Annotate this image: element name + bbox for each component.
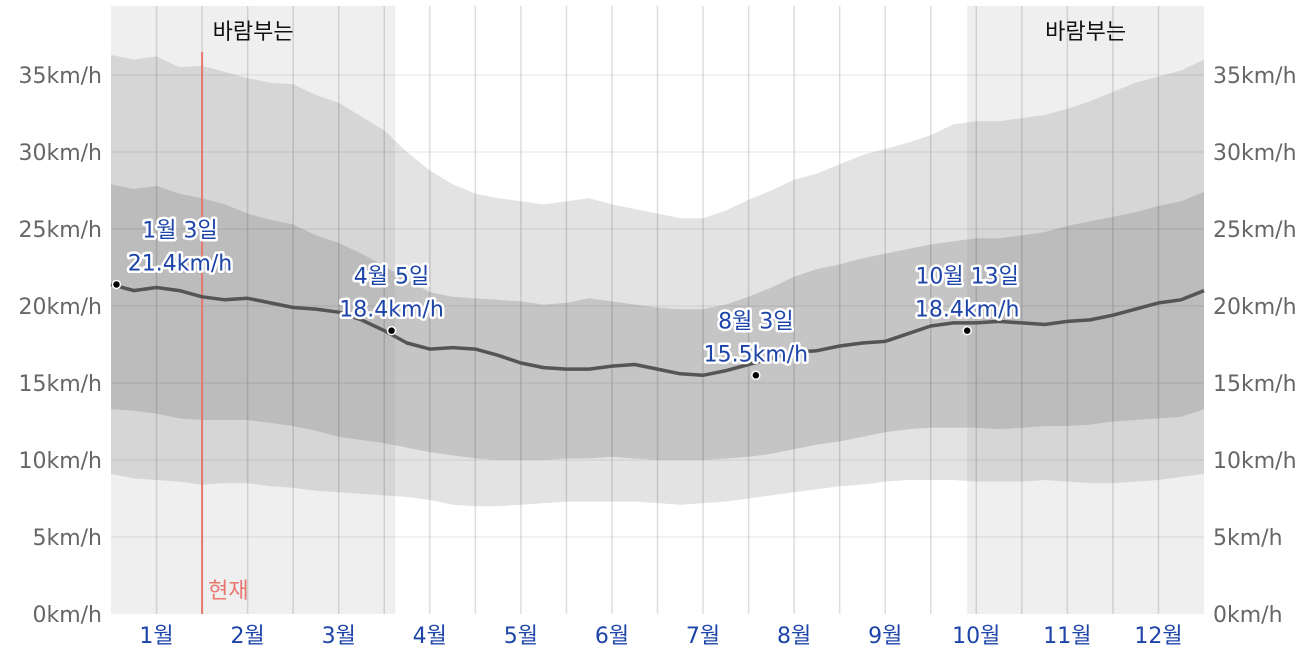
y-tick-right-1: 5km/h: [1213, 526, 1283, 551]
month-label-4: 4월: [413, 624, 447, 649]
y-tick-left-3: 15km/h: [18, 372, 102, 397]
annotation-value-1: 18.4km/h: [339, 298, 444, 323]
y-tick-right-0: 0km/h: [1213, 603, 1283, 628]
band-p10-p25: [111, 409, 1204, 507]
y-tick-right-6: 30km/h: [1213, 141, 1297, 166]
y-tick-left-6: 30km/h: [18, 141, 102, 166]
month-label-1: 1월: [139, 624, 173, 649]
month-label-12: 12월: [1134, 624, 1182, 649]
annotation-value-3: 18.4km/h: [915, 298, 1020, 323]
month-label-5: 5월: [504, 624, 538, 649]
windy-season-label-1: 바람부는: [1045, 20, 1126, 45]
y-tick-left-1: 5km/h: [32, 526, 102, 551]
annotation-dot-1: [386, 325, 397, 336]
y-tick-left-7: 35km/h: [18, 64, 102, 89]
annotation-date-1: 4월 5일: [354, 265, 429, 290]
month-label-8: 8월: [777, 624, 811, 649]
annotation-value-2: 15.5km/h: [704, 342, 809, 367]
annotation-dot-0: [111, 279, 122, 290]
month-label-9: 9월: [868, 624, 902, 649]
annotation-date-3: 10월 13일: [915, 265, 1018, 290]
month-label-7: 7월: [686, 624, 720, 649]
y-tick-left-5: 25km/h: [18, 218, 102, 243]
windy-season-band-0: [111, 6, 396, 614]
windy-season-band-1: [967, 6, 1204, 614]
y-tick-right-4: 20km/h: [1213, 295, 1297, 320]
month-label-6: 6월: [595, 624, 629, 649]
band-p75-p90: [111, 55, 1204, 310]
y-tick-left-2: 10km/h: [18, 449, 102, 474]
y-tick-right-3: 15km/h: [1213, 372, 1297, 397]
band-p25-p75: [111, 184, 1204, 461]
y-tick-right-7: 35km/h: [1213, 64, 1297, 89]
y-tick-left-0: 0km/h: [32, 603, 102, 628]
annotation-date-0: 1월 3일: [142, 218, 217, 243]
month-label-2: 2월: [231, 624, 265, 649]
annotation-dot-3: [962, 325, 972, 336]
y-tick-left-4: 20km/h: [18, 295, 102, 320]
annotation-value-0: 21.4km/h: [128, 251, 233, 276]
average-wind-line: [110, 282, 1205, 378]
month-label-11: 11월: [1043, 624, 1091, 649]
y-tick-right-5: 25km/h: [1213, 218, 1297, 243]
annotation-date-2: 8월 3일: [718, 309, 793, 334]
month-label-10: 10월: [952, 624, 1000, 649]
now-marker-label: 현재: [208, 579, 248, 604]
annotation-dot-2: [751, 370, 761, 381]
y-tick-right-2: 10km/h: [1213, 449, 1297, 474]
windy-season-label-0: 바람부는: [213, 20, 294, 45]
month-label-3: 3월: [322, 624, 356, 649]
